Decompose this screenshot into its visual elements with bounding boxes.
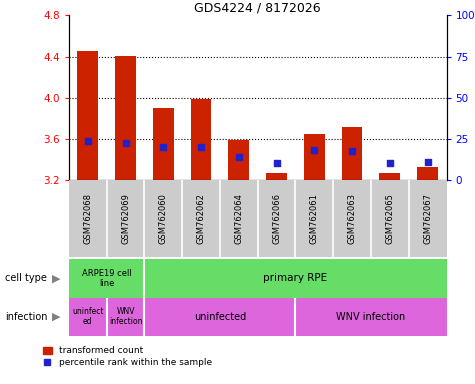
Point bbox=[197, 144, 205, 151]
Bar bbox=[182, 180, 220, 257]
Point bbox=[122, 140, 129, 146]
Bar bbox=[115, 56, 136, 180]
Text: cell type: cell type bbox=[5, 273, 47, 283]
Bar bbox=[220, 180, 257, 257]
Text: ▶: ▶ bbox=[52, 273, 60, 283]
Bar bbox=[257, 180, 295, 257]
Bar bbox=[77, 51, 98, 180]
Bar bbox=[409, 180, 446, 257]
Text: primary RPE: primary RPE bbox=[264, 273, 328, 283]
Bar bbox=[342, 127, 362, 180]
Text: GSM762068: GSM762068 bbox=[83, 194, 92, 244]
Bar bbox=[371, 180, 408, 257]
Point bbox=[235, 154, 243, 160]
Bar bbox=[190, 99, 211, 180]
Title: GDS4224 / 8172026: GDS4224 / 8172026 bbox=[194, 1, 321, 14]
Text: WNV infection: WNV infection bbox=[336, 312, 406, 322]
Text: GSM762065: GSM762065 bbox=[385, 194, 394, 244]
Bar bbox=[417, 167, 438, 180]
Text: GSM762061: GSM762061 bbox=[310, 194, 319, 244]
Bar bbox=[106, 180, 144, 257]
Text: WNV
infection: WNV infection bbox=[109, 307, 142, 326]
Point bbox=[348, 147, 356, 154]
Bar bbox=[153, 108, 174, 180]
Text: GSM762062: GSM762062 bbox=[197, 194, 206, 244]
Text: uninfect
ed: uninfect ed bbox=[72, 307, 104, 326]
Legend: transformed count, percentile rank within the sample: transformed count, percentile rank withi… bbox=[43, 346, 212, 367]
Text: ARPE19 cell
line: ARPE19 cell line bbox=[82, 269, 132, 288]
Bar bbox=[69, 259, 144, 298]
Text: infection: infection bbox=[5, 312, 47, 322]
Point bbox=[311, 146, 318, 152]
Bar bbox=[106, 298, 144, 336]
Point bbox=[160, 144, 167, 151]
Text: GSM762069: GSM762069 bbox=[121, 194, 130, 244]
Text: GSM762060: GSM762060 bbox=[159, 194, 168, 244]
Point bbox=[84, 138, 92, 144]
Text: GSM762063: GSM762063 bbox=[348, 194, 357, 244]
Bar bbox=[380, 173, 400, 180]
Point bbox=[386, 160, 394, 166]
Text: uninfected: uninfected bbox=[194, 312, 246, 322]
Bar bbox=[304, 134, 325, 180]
Bar bbox=[144, 259, 446, 298]
Point bbox=[424, 159, 431, 165]
Text: GSM762064: GSM762064 bbox=[234, 194, 243, 244]
Bar bbox=[69, 180, 106, 257]
Bar bbox=[295, 298, 446, 336]
Bar bbox=[295, 180, 333, 257]
Text: ▶: ▶ bbox=[52, 312, 60, 322]
Text: GSM762067: GSM762067 bbox=[423, 194, 432, 244]
Bar bbox=[333, 180, 371, 257]
Text: GSM762066: GSM762066 bbox=[272, 194, 281, 244]
Bar bbox=[144, 180, 182, 257]
Bar bbox=[266, 173, 287, 180]
Bar bbox=[144, 298, 295, 336]
Point bbox=[273, 160, 280, 166]
Bar bbox=[228, 140, 249, 180]
Bar bbox=[69, 298, 106, 336]
